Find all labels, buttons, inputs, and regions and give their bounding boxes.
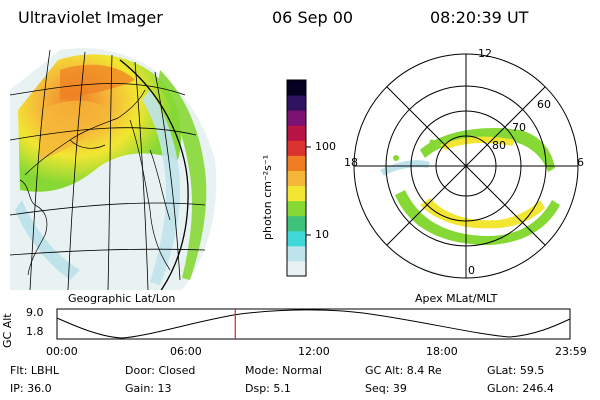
info-glon: GLon: 246.4 xyxy=(487,382,554,395)
info-gain: Gain: 13 xyxy=(125,382,172,395)
mlat-label-70: 70 xyxy=(512,121,526,134)
colorbar-band xyxy=(287,260,306,277)
left-panel-caption: Geographic Lat/Lon xyxy=(68,292,176,305)
altitude-axis-label: GC Alt xyxy=(1,313,14,348)
time-tick-1200: 12:00 xyxy=(298,345,330,358)
info-door: Door: Closed xyxy=(125,364,196,377)
colorbar-band xyxy=(287,200,306,217)
colorbar-band xyxy=(287,170,306,187)
info-filter: Flt: LBHL xyxy=(10,364,59,377)
right-panel-caption: Apex MLat/MLT xyxy=(415,292,498,305)
polar-plot xyxy=(353,53,579,279)
mlt-label-12: 12 xyxy=(478,47,492,60)
colorbar-unit-label: photon cm⁻²s⁻¹ xyxy=(261,154,274,240)
mlt-label-6: 6 xyxy=(577,156,584,169)
geographic-image xyxy=(10,48,217,290)
colorbar-band xyxy=(287,185,306,202)
colorbar-band xyxy=(287,95,306,111)
info-dsp: Dsp: 5.1 xyxy=(245,382,291,395)
time-tick-1800: 18:00 xyxy=(426,345,458,358)
colorbar xyxy=(286,79,311,277)
colorbar-band xyxy=(287,110,306,126)
colorbar-tick-100: 100 xyxy=(315,140,336,153)
altitude-tick-top: 9.0 xyxy=(26,306,44,319)
info-seq: Seq: 39 xyxy=(365,382,407,395)
colorbar-band xyxy=(287,80,306,96)
mlat-label-60: 60 xyxy=(537,98,551,111)
instrument-title: Ultraviolet Imager xyxy=(18,8,163,27)
colorbar-band xyxy=(287,140,306,156)
info-ip: IP: 36.0 xyxy=(10,382,52,395)
mlt-label-18: 18 xyxy=(344,156,358,169)
time-tick-0600: 06:00 xyxy=(170,345,202,358)
colorbar-band xyxy=(287,125,306,141)
info-gc-alt: GC Alt: 8.4 Re xyxy=(365,364,442,377)
altitude-plot xyxy=(56,308,571,340)
info-glat: GLat: 59.5 xyxy=(487,364,545,377)
colorbar-band xyxy=(287,245,306,262)
time-label: 08:20:39 UT xyxy=(430,8,529,27)
altitude-tick-bottom: 1.8 xyxy=(26,325,44,338)
mlat-label-80: 80 xyxy=(492,139,506,152)
colorbar-band xyxy=(287,215,306,232)
colorbar-tick-10: 10 xyxy=(315,228,329,241)
colorbar-band xyxy=(287,230,306,247)
time-tick-2359: 23:59 xyxy=(555,345,587,358)
time-tick-0000: 00:00 xyxy=(46,345,78,358)
info-mode: Mode: Normal xyxy=(245,364,322,377)
date-label: 06 Sep 00 xyxy=(272,8,354,27)
colorbar-band xyxy=(287,155,306,171)
mlt-label-0: 0 xyxy=(468,264,475,277)
